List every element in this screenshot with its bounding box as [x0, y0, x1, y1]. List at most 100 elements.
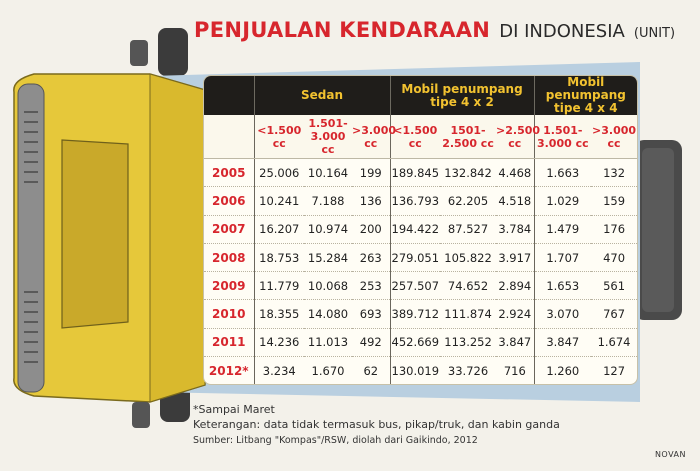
value-cell: 105.822 — [440, 243, 497, 273]
value-cell: 14.236 — [253, 328, 304, 358]
value-cell: 1.674 — [591, 328, 637, 358]
column-header-line2: 3.000 cc — [310, 130, 346, 156]
value-cell: 11.779 — [253, 271, 304, 301]
value-cell: 10.164 — [304, 158, 352, 188]
value-cell: 1.707 — [533, 243, 592, 273]
column-header: 1501- 2.500 cc — [440, 115, 497, 159]
value-cell: 470 — [591, 243, 637, 273]
value-cell: 263 — [352, 243, 391, 273]
column-header-line2: cc — [508, 136, 522, 150]
value-cell: 136.793 — [389, 186, 441, 216]
value-cell: 18.355 — [253, 299, 304, 329]
value-cell: 253 — [352, 271, 391, 301]
sales-table: Sedan Mobil penumpang tipe 4 x 2 Mobil p… — [204, 76, 637, 384]
value-cell: 492 — [352, 328, 391, 358]
column-header-line2: cc — [364, 136, 378, 150]
footnotes: *Sampai Maret Keterangan: data tidak ter… — [193, 402, 560, 448]
value-cell: 18.753 — [253, 243, 304, 273]
group-header: Mobil penumpang tipe 4 x 2 — [389, 76, 535, 115]
chart-title: PENJUALAN KENDARAAN DI INDONESIA (UNIT) — [194, 18, 675, 42]
year-cell: 2006 — [204, 186, 254, 216]
year-cell: 2008 — [204, 243, 254, 273]
value-cell: 452.669 — [389, 328, 441, 358]
value-cell: 561 — [591, 271, 637, 301]
value-cell: 3.847 — [496, 328, 535, 358]
column-header-line2: cc — [408, 136, 422, 150]
table-row: 2012* 3.234 1.670 62 130.019 33.726 716 1.260 12… — [204, 356, 637, 384]
value-cell: 3.070 — [533, 299, 592, 329]
sales-table-panel: Sedan Mobil penumpang tipe 4 x 2 Mobil p… — [203, 75, 638, 385]
value-cell: 15.284 — [304, 243, 352, 273]
title-main: PENJUALAN KENDARAAN — [194, 18, 491, 42]
value-cell: 132 — [591, 158, 637, 188]
value-cell: 194.422 — [389, 215, 441, 244]
value-cell: 1.479 — [533, 215, 592, 244]
column-header-line1: >2.500 — [496, 123, 541, 137]
column-header-line1: <1.500 — [257, 123, 302, 137]
value-cell: 2.894 — [496, 271, 535, 301]
column-header-line2: 2.500 cc — [442, 136, 494, 150]
note-source: Sumber: Litbang "Kompas"/RSW, diolah dar… — [193, 435, 478, 446]
value-cell: 3.847 — [533, 328, 592, 358]
group-header: Sedan — [253, 76, 391, 115]
value-cell: 716 — [503, 363, 526, 378]
column-header-line2: cc — [607, 136, 621, 150]
group-header-row: Sedan Mobil penumpang tipe 4 x 2 Mobil p… — [204, 76, 637, 115]
value-cell: 62.205 — [440, 186, 497, 216]
table-row: 2006 10.241 7.188 136 136.793 62.205 4.518 1.02… — [204, 186, 637, 216]
value-cell: 1.663 — [533, 158, 592, 188]
table-row: 2010 18.355 14.080 693 389.712 111.874 2.924 3.… — [204, 299, 637, 329]
vehicle-bumper — [17, 83, 45, 393]
year-cell: 2010 — [204, 299, 254, 329]
value-cell: 3.917 — [496, 243, 535, 273]
year-cell: 2012* — [208, 363, 249, 378]
value-cell: 3.784 — [496, 215, 535, 244]
column-header-line2: cc — [272, 136, 286, 150]
value-cell: 1.029 — [533, 186, 592, 216]
column-header: <1.500 cc — [253, 115, 304, 159]
value-cell: 1.670 — [311, 363, 345, 378]
value-cell: 10.241 — [253, 186, 304, 216]
value-cell: 14.080 — [304, 299, 352, 329]
value-cell: 127 — [603, 363, 626, 378]
mirror-bottom — [132, 402, 150, 428]
column-header-line1: <1.500 — [393, 123, 438, 137]
value-cell: 176 — [591, 215, 637, 244]
value-cell: 2.924 — [496, 299, 535, 329]
column-header-blank — [204, 115, 254, 159]
value-cell: 111.874 — [440, 299, 497, 329]
value-cell: 10.068 — [304, 271, 352, 301]
year-cell: 2011 — [204, 328, 254, 358]
vehicle-windshield — [61, 139, 129, 329]
tire-top-left — [158, 28, 188, 76]
column-header: >2.500 cc — [496, 115, 541, 159]
value-cell: 389.712 — [389, 299, 441, 329]
value-cell: 7.188 — [304, 186, 352, 216]
title-unit: (UNIT) — [633, 26, 676, 41]
illustrator-credit: NOVAN — [654, 450, 686, 459]
column-header-line1: 1.501- — [308, 117, 348, 130]
mirror-top — [130, 40, 148, 66]
column-header: 1.501- 3.000 cc — [533, 115, 592, 159]
year-cell: 2007 — [204, 215, 254, 244]
value-cell: 189.845 — [389, 158, 441, 188]
table-body: 2005 25.006 10.164 199 189.845 132.842 4.468 1.… — [204, 158, 637, 384]
value-cell: 62 — [363, 363, 379, 378]
value-cell: 3.234 — [253, 356, 304, 384]
table-row: 2005 25.006 10.164 199 189.845 132.842 4.468 1.… — [204, 158, 637, 188]
value-cell: 130.019 — [389, 356, 441, 384]
value-cell: 11.013 — [304, 328, 352, 358]
value-cell: 10.974 — [304, 215, 352, 244]
table-row: 2011 14.236 11.013 492 452.669 113.252 3.847 3.… — [204, 328, 637, 358]
value-cell: 74.652 — [440, 271, 497, 301]
value-cell: 4.518 — [496, 186, 535, 216]
value-cell: 257.507 — [389, 271, 441, 301]
value-cell: 113.252 — [440, 328, 497, 358]
column-header-line1: 1501- — [450, 123, 486, 137]
column-header-row: <1.500 cc 1.501- 3.000 cc >3.000 cc <1.500 cc 15… — [204, 115, 637, 159]
title-sub: DI INDONESIA — [499, 21, 625, 42]
column-header: >3.000 cc — [591, 115, 637, 159]
column-header-line1: >3.000 — [352, 123, 397, 137]
group-header-blank — [204, 76, 254, 115]
column-header-line1: 1.501- — [543, 123, 583, 137]
